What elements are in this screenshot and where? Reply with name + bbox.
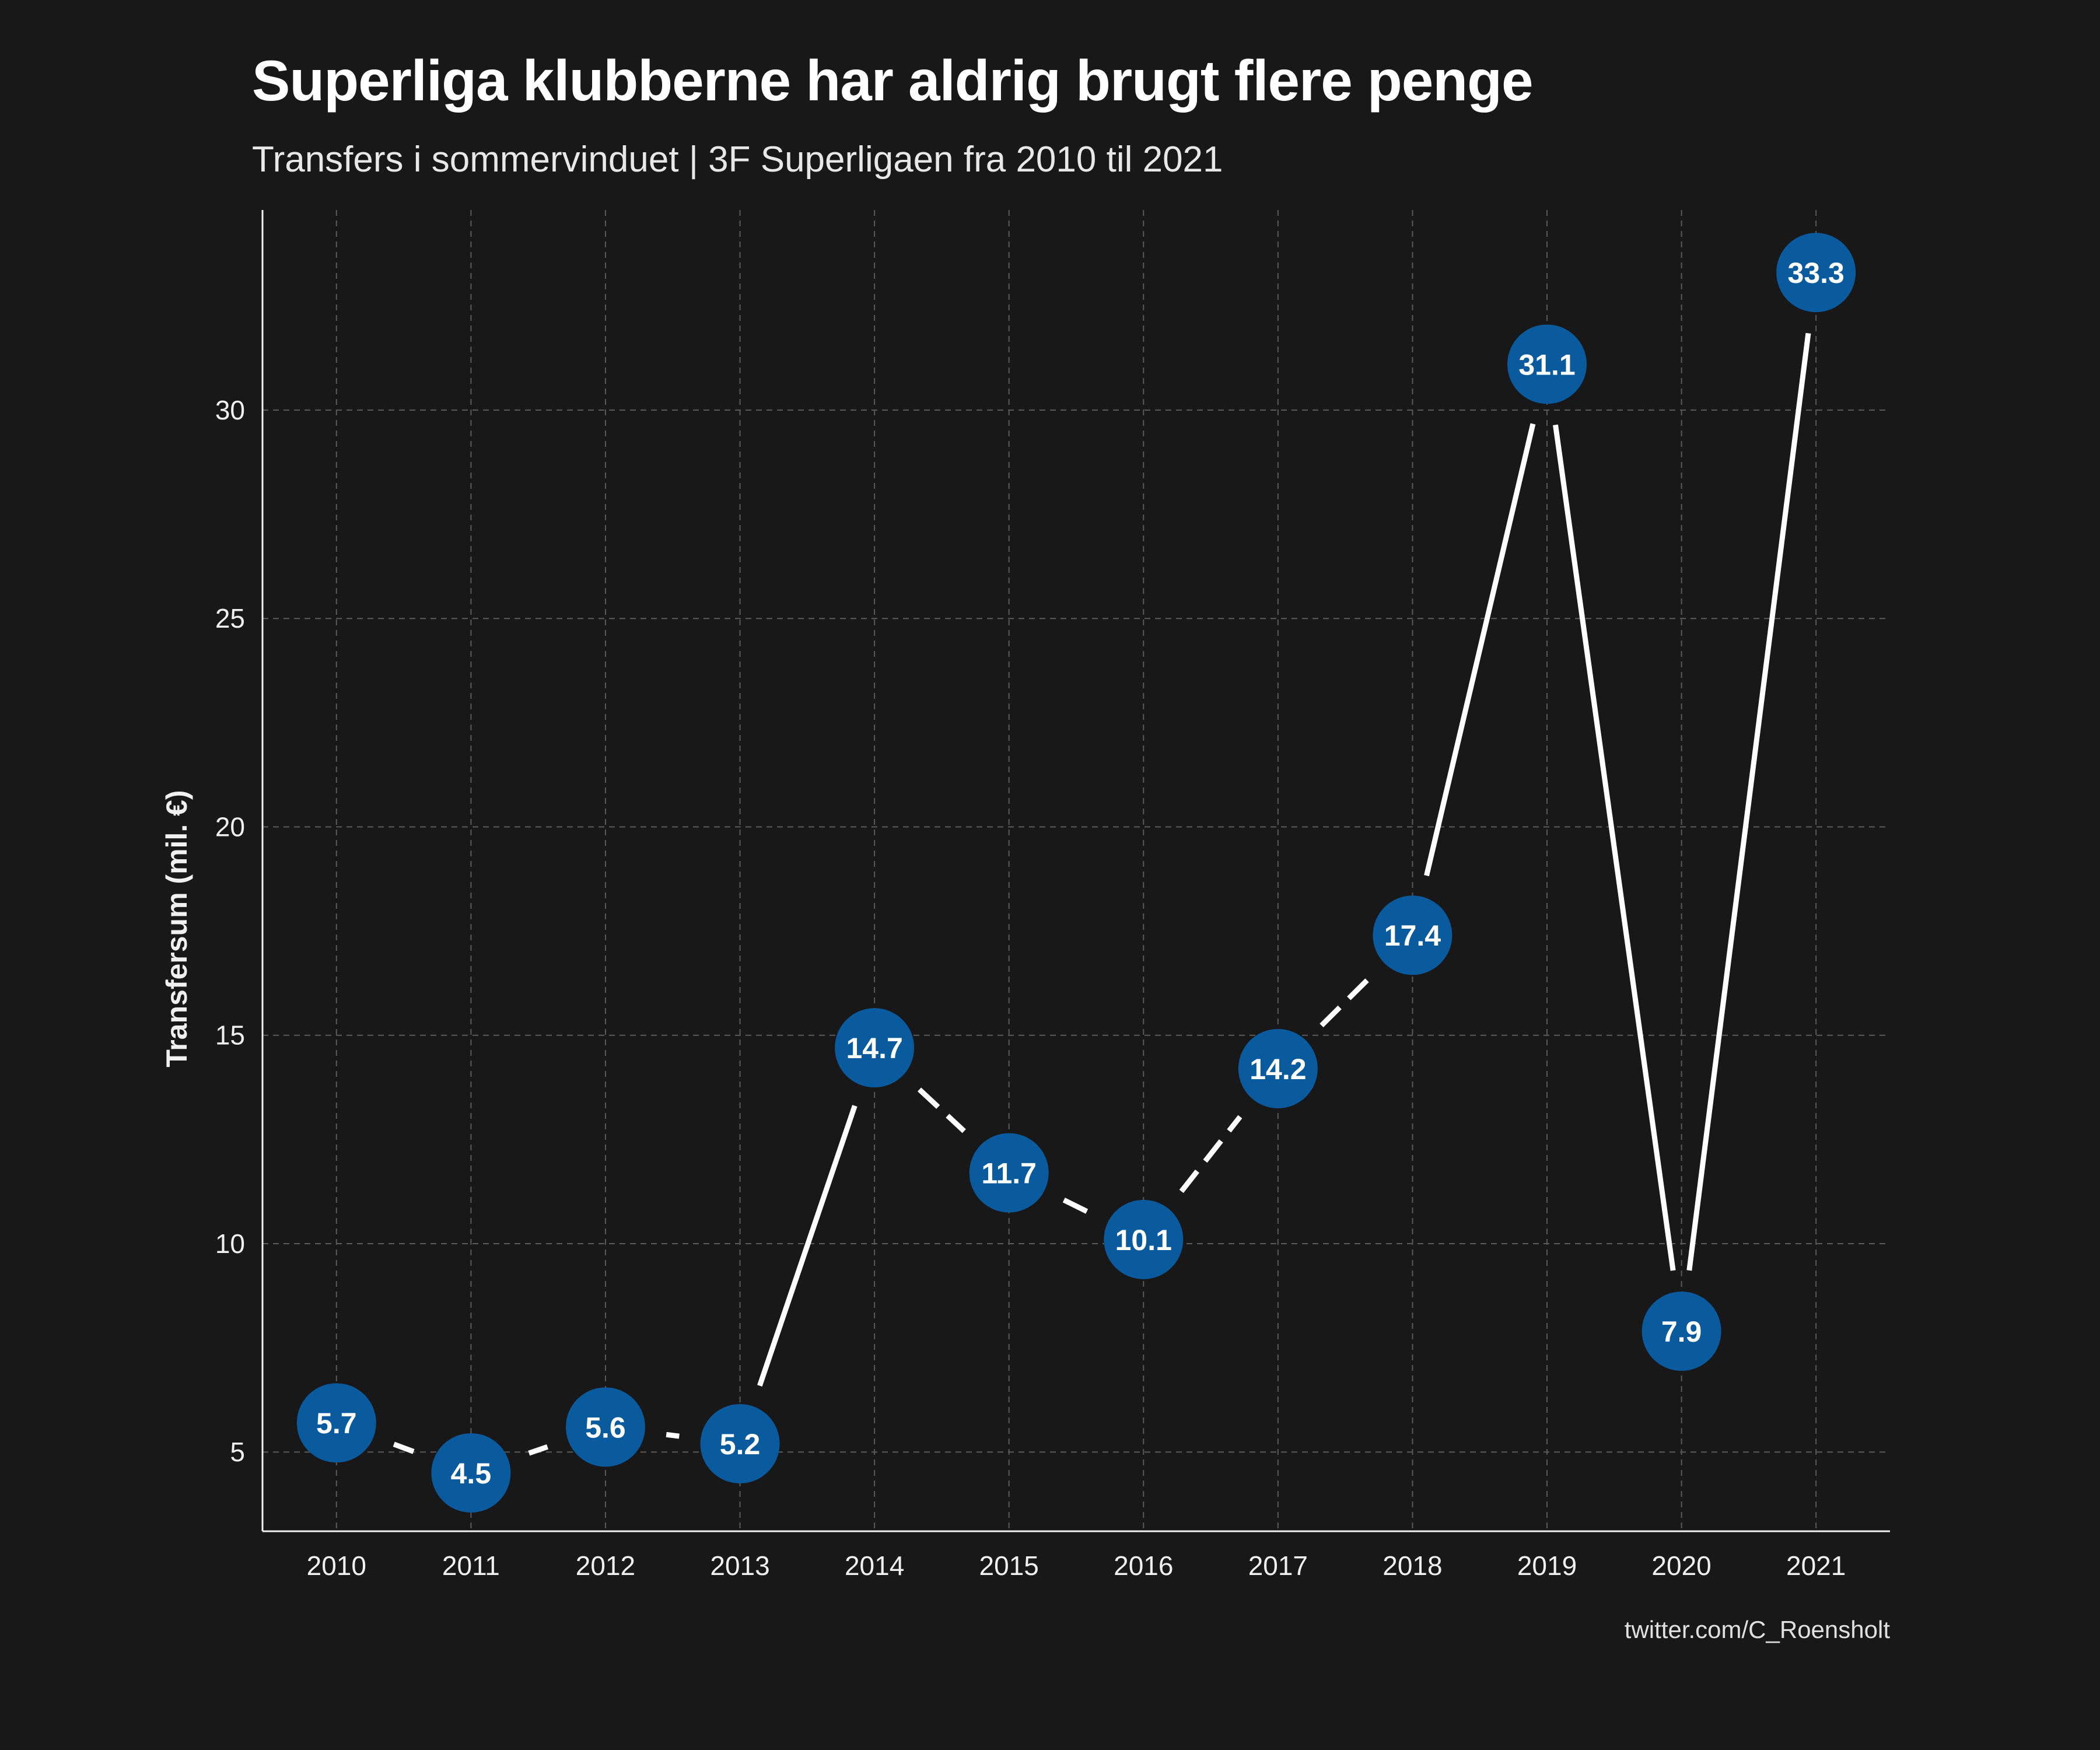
x-tick-label-2015: 2015: [979, 1550, 1039, 1581]
x-tick-label-2019: 2019: [1517, 1550, 1577, 1581]
data-point-2011: [431, 1433, 511, 1513]
line-segment-2014-2015: [917, 1087, 966, 1133]
x-tick-label-2013: 2013: [710, 1550, 769, 1581]
data-point-2018: [1373, 895, 1452, 975]
line-segment-2010-2011: [393, 1441, 415, 1454]
y-tick-label-10: 10: [215, 1228, 245, 1259]
data-label-2015: 11.7: [981, 1157, 1037, 1190]
x-tick-label-2020: 2020: [1651, 1550, 1711, 1581]
data-point-2015: [969, 1133, 1049, 1213]
chart-subtitle: Transfers i sommervinduet | 3F Superliga…: [252, 139, 1223, 180]
data-label-2019: 31.1: [1518, 348, 1575, 381]
data-point-2021: [1776, 233, 1856, 313]
y-axis-title: Transfersum (mil. €): [160, 790, 193, 1067]
axes: 5 10 15 20 25 30 2010 2011 2012 2013 2014 2015 2016 2…: [215, 210, 1890, 1581]
line-segment-2016-2017: [1179, 1115, 1242, 1194]
data-label-2012: 5.6: [585, 1411, 626, 1444]
data-label-2014: 14.7: [846, 1032, 902, 1065]
source-caption: twitter.com/C_Roensholt: [1624, 1616, 1890, 1643]
data-point-2016: [1104, 1199, 1184, 1279]
x-tick-label-2016: 2016: [1114, 1550, 1173, 1581]
y-tick-label-15: 15: [215, 1020, 245, 1051]
y-tick-label-30: 30: [215, 395, 245, 425]
x-tick-label-2011: 2011: [442, 1550, 500, 1581]
grid-lines: [262, 210, 1890, 1531]
y-tick-label-25: 25: [215, 603, 245, 634]
data-label-2013: 5.2: [720, 1428, 761, 1461]
line-segment-2019-2020: [1553, 424, 1676, 1271]
data-label-2018: 17.4: [1384, 919, 1441, 952]
line-segment-2012-2013: [666, 1432, 680, 1439]
data-label-2010: 5.7: [316, 1407, 357, 1440]
y-tick-label-20: 20: [215, 811, 245, 842]
data-points: 5.7 4.5 5.6 5.2 14.7 11.7 10.1 14.2 17.4 31.1 7.9 3…: [296, 233, 1856, 1513]
x-tick-label-2021: 2021: [1786, 1550, 1846, 1581]
line-segment-2015-2016: [1062, 1198, 1090, 1215]
line-segment-2013-2014: [757, 1105, 858, 1387]
line-segment-2017-2018: [1320, 976, 1371, 1028]
x-tick-label-2017: 2017: [1248, 1550, 1308, 1581]
data-point-2020: [1642, 1292, 1721, 1371]
data-label-2016: 10.1: [1115, 1224, 1172, 1256]
data-point-2017: [1238, 1028, 1318, 1108]
data-label-2017: 14.2: [1250, 1053, 1306, 1086]
x-tick-label-2010: 2010: [307, 1550, 366, 1581]
line-segment-2020-2021: [1686, 332, 1811, 1271]
data-point-2012: [565, 1387, 645, 1467]
x-tick-label-2012: 2012: [576, 1550, 635, 1581]
chart-title: Superliga klubberne har aldrig brugt fle…: [252, 48, 1534, 113]
data-point-2010: [296, 1383, 376, 1463]
x-tick-label-2018: 2018: [1382, 1550, 1442, 1581]
data-label-2011: 4.5: [451, 1457, 492, 1490]
data-label-2021: 33.3: [1788, 257, 1845, 289]
series-line: [393, 332, 1811, 1456]
data-point-2013: [700, 1404, 780, 1483]
line-segment-2018-2019: [1424, 423, 1536, 877]
y-tick-label-5: 5: [230, 1437, 245, 1467]
data-point-2014: [835, 1008, 915, 1088]
line-segment-2011-2012: [528, 1444, 549, 1456]
data-label-2020: 7.9: [1661, 1315, 1702, 1348]
data-point-2019: [1507, 324, 1587, 404]
x-tick-label-2014: 2014: [845, 1550, 904, 1581]
